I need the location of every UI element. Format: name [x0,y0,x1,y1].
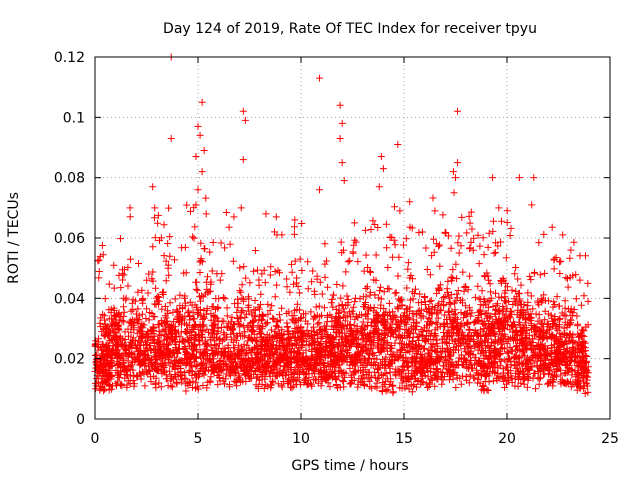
roti-point [338,119,346,127]
roti-point [272,213,280,221]
x-tick-label: 5 [194,431,203,447]
roti-point [567,246,575,254]
roti-point [262,210,270,218]
roti-point [515,174,523,182]
roti-point [452,174,459,182]
roti-point [351,219,359,227]
y-tick-label: 0.06 [54,231,85,247]
roti-point [149,183,157,191]
roti-point [379,165,387,173]
roti-point [198,98,206,106]
roti-point [196,131,204,139]
x-tick-label: 25 [601,431,619,447]
roti-point [454,107,462,115]
chart-title: Day 124 of 2019, Rate Of TEC Index for r… [163,21,537,37]
y-axis-label: ROTI / TECUs [6,192,22,284]
roti-point [239,156,247,164]
roti-point [167,134,175,142]
y-tick-label: 0.1 [63,110,85,126]
roti-point [375,183,383,191]
y-tick-label: 0.04 [54,291,85,307]
roti-point [336,134,344,142]
roti-point [489,174,497,182]
roti-point [394,140,402,148]
roti-point [192,201,200,209]
roti-point [126,204,134,212]
x-tick-label: 10 [292,431,310,447]
roti-point [202,210,210,218]
y-tick-label: 0.08 [54,171,85,187]
data-points [91,53,592,397]
roti-point [198,168,206,176]
roti-point [431,207,439,215]
roti-point [237,204,245,212]
roti-point [239,107,247,115]
roti-point [200,147,208,155]
roti-point [291,216,299,224]
gridlines [95,57,610,419]
roti-point [454,159,462,167]
roti-point [377,153,385,161]
x-tick-label: 0 [91,431,100,447]
y-tick-label: 0.02 [54,352,85,368]
roti-point [340,177,348,185]
roti-point [151,204,159,212]
roti-point [194,186,202,194]
roti-point [241,116,249,124]
roti-point [530,174,538,182]
roti-point [316,186,324,194]
roti-point-cloud [91,189,592,397]
x-tick-label: 15 [395,431,413,447]
x-axis-label: GPS time / hours [291,458,408,474]
roti-point [495,204,503,212]
roti-point [192,153,200,161]
y-tick-label: 0.12 [54,50,85,66]
roti-point [338,159,346,167]
roti-point [550,255,558,263]
roti-point [528,201,536,209]
roti-point [419,228,427,236]
y-tick-label: 0 [76,412,85,428]
roti-point [336,101,344,109]
axis-ticks: 0 0.02 0.04 0.06 0.08 0.1 0.12 0 5 10 15 20 25 [54,50,619,447]
roti-point [396,207,404,215]
roti-point [316,74,324,82]
roti-point [194,122,202,130]
roti-point [449,168,457,176]
x-tick-label: 20 [498,431,516,447]
roti-point [468,225,476,233]
